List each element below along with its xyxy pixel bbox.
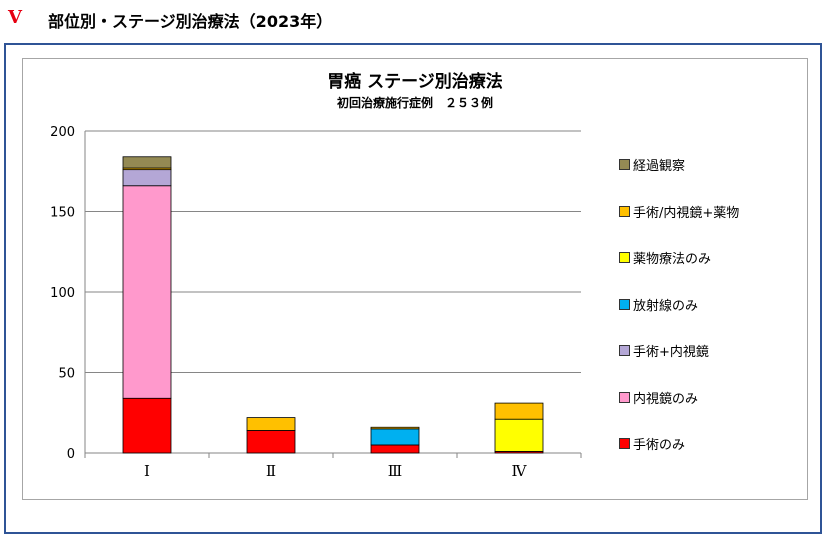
- section-number: Ⅴ: [8, 7, 22, 28]
- bar-segment: [246, 430, 296, 454]
- chart-title: 胃癌 ステージ別治療法: [327, 72, 503, 92]
- legend-label: 薬物療法のみ: [633, 252, 712, 267]
- bar-segment: [494, 402, 544, 420]
- y-tick-label: 100: [50, 286, 75, 301]
- section-title: 部位別・ステージ別治療法（2023年）: [48, 12, 333, 31]
- bar-segment: [122, 397, 172, 454]
- bar-segment: [494, 418, 544, 452]
- stacked-bar-chart: 0 50 100 150 200 Ⅰ Ⅱ Ⅲ Ⅳ: [50, 125, 582, 480]
- bar-segment: [122, 185, 172, 399]
- chart-frame: 胃癌 ステージ別治療法 初回治療施行症例 ２５３例 0 50 100 150 200 Ⅰ Ⅱ…: [4, 43, 822, 534]
- chart-subtitle: 初回治療施行症例 ２５３例: [336, 96, 493, 110]
- legend-label: 放射線のみ: [633, 298, 699, 314]
- bar-segment: [370, 428, 420, 446]
- legend-swatch: [619, 345, 630, 356]
- y-tick-label: 0: [67, 447, 75, 462]
- legend-swatch: [619, 438, 630, 449]
- x-tick-label: Ⅰ: [144, 462, 150, 480]
- x-tick-label: Ⅱ: [266, 462, 276, 480]
- legend-label: 手術のみ: [633, 438, 686, 453]
- legend-swatch: [619, 298, 630, 310]
- bar-segment: [122, 169, 172, 187]
- bar-segment: [246, 417, 296, 431]
- y-tick-label: 150: [50, 206, 75, 221]
- legend-label: 経過観察: [633, 159, 686, 174]
- x-tick-label: Ⅲ: [388, 462, 402, 480]
- legend-swatch: [619, 159, 630, 170]
- bar-segment: [370, 426, 420, 430]
- legend-swatch: [619, 205, 630, 217]
- bar-segment: [370, 444, 420, 454]
- x-tick-label: Ⅳ: [512, 462, 528, 480]
- legend-swatch: [619, 391, 630, 403]
- legend-label: 手術/内視鏡+薬物: [633, 205, 740, 221]
- y-tick-label: 200: [50, 125, 75, 140]
- legend-label: 内視鏡のみ: [633, 391, 699, 407]
- legend-label: 手術+内視鏡: [633, 345, 709, 360]
- bar-segment: [122, 156, 172, 169]
- chart-area: 胃癌 ステージ別治療法 初回治療施行症例 ２５３例 0 50 100 150 200 Ⅰ Ⅱ…: [22, 58, 808, 500]
- y-tick-label: 50: [58, 367, 75, 382]
- legend-swatch: [619, 252, 630, 263]
